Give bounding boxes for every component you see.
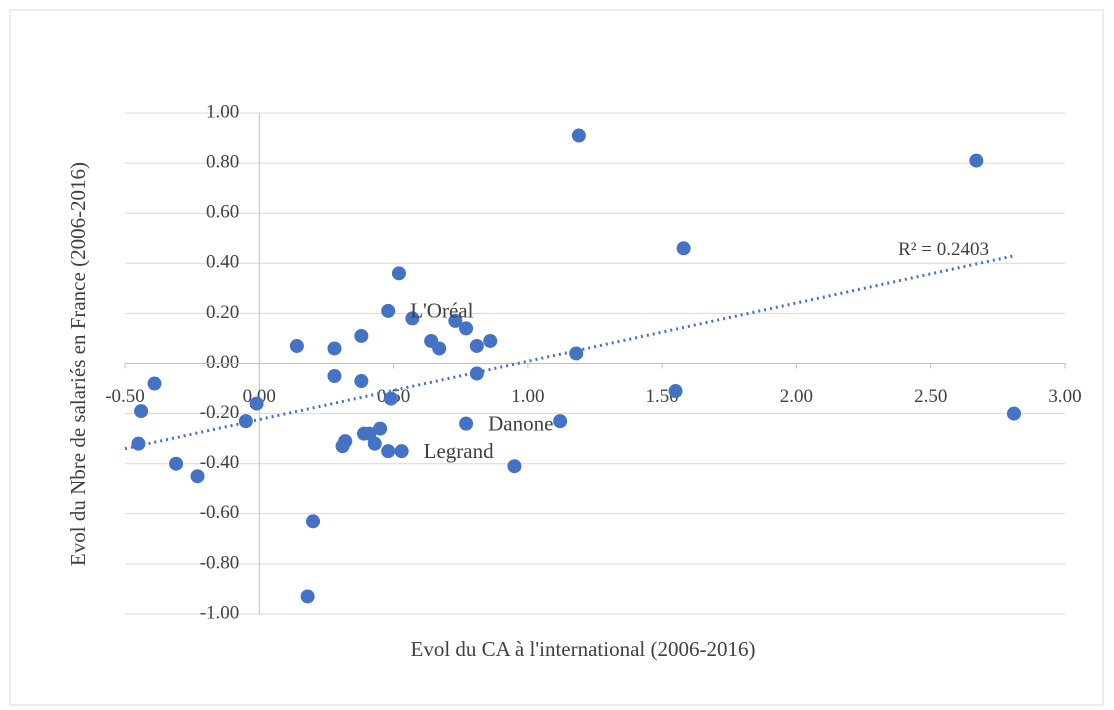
point [469,366,484,381]
point [469,338,484,353]
y-tick-label: 1.00 [206,101,239,122]
y-tick-label: -1.00 [200,602,240,623]
point [327,369,342,384]
point [300,589,315,604]
point [335,439,350,454]
point [459,416,474,431]
point [459,321,474,336]
y-tick-label: 0.80 [206,151,239,172]
annotation: Legrand [424,439,494,463]
y-tick-label: -0.60 [200,502,240,523]
point [391,266,406,281]
point [289,338,304,353]
x-axis-title: Evol du CA à l'international (2006-2016) [411,637,756,661]
point [483,333,498,348]
y-tick-label: -0.20 [200,402,240,423]
x-tick-label: -0.50 [105,386,145,407]
point [969,153,984,168]
y-axis-title: Evol du Nbre de salariés en France (2006… [66,162,90,566]
y-tick-label: -0.40 [200,452,240,473]
y-tick-label: 0.00 [206,352,239,373]
point [1006,406,1021,421]
point [373,421,388,436]
point [327,341,342,356]
point [306,514,320,529]
point [394,444,409,459]
chart-frame [9,9,1104,706]
point [134,404,149,419]
x-tick-label: 2.50 [914,386,947,407]
point [381,303,396,318]
point [367,436,382,451]
trendline-label: R² = 0.2403 [898,239,989,260]
point [354,328,369,343]
point [571,128,586,143]
point [190,469,205,484]
y-tick-label: 0.20 [206,302,239,323]
x-tick-label: 2.00 [780,386,813,407]
point [448,313,463,328]
x-tick-label: 1.00 [511,386,544,407]
point [668,384,683,399]
point [147,376,162,391]
annotation: Danone [488,411,553,435]
x-tick-label: 3.00 [1048,386,1081,407]
point [354,374,369,389]
point [238,414,253,429]
point [405,311,420,326]
annotation: L'Oréal [410,299,473,323]
point [507,459,522,474]
point [569,346,584,361]
y-tick-label: 0.40 [206,252,239,273]
point [676,241,691,256]
trendline [124,254,1015,451]
point [553,414,568,429]
point [432,341,447,356]
point [169,456,184,471]
point [383,391,398,406]
point [381,444,396,459]
y-tick-label: 0.60 [206,202,239,223]
point [131,436,146,451]
y-tick-label: -0.80 [200,552,240,573]
point [249,396,264,411]
